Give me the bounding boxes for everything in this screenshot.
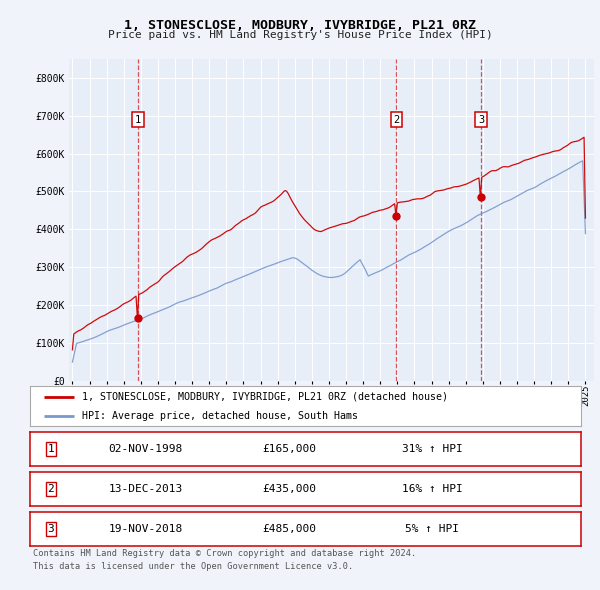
- Text: 31% ↑ HPI: 31% ↑ HPI: [402, 444, 463, 454]
- Text: 1, STONESCLOSE, MODBURY, IVYBRIDGE, PL21 0RZ (detached house): 1, STONESCLOSE, MODBURY, IVYBRIDGE, PL21…: [82, 392, 448, 402]
- Text: £435,000: £435,000: [262, 484, 316, 494]
- Text: 3: 3: [47, 525, 55, 534]
- Text: 16% ↑ HPI: 16% ↑ HPI: [402, 484, 463, 494]
- Text: Contains HM Land Registry data © Crown copyright and database right 2024.: Contains HM Land Registry data © Crown c…: [33, 549, 416, 558]
- Text: 19-NOV-2018: 19-NOV-2018: [109, 525, 183, 534]
- Text: 02-NOV-1998: 02-NOV-1998: [109, 444, 183, 454]
- Text: £485,000: £485,000: [262, 525, 316, 534]
- Text: 5% ↑ HPI: 5% ↑ HPI: [405, 525, 459, 534]
- Text: Price paid vs. HM Land Registry's House Price Index (HPI): Price paid vs. HM Land Registry's House …: [107, 30, 493, 40]
- Text: 1: 1: [135, 114, 141, 124]
- Text: This data is licensed under the Open Government Licence v3.0.: This data is licensed under the Open Gov…: [33, 562, 353, 571]
- Text: 1, STONESCLOSE, MODBURY, IVYBRIDGE, PL21 0RZ: 1, STONESCLOSE, MODBURY, IVYBRIDGE, PL21…: [124, 19, 476, 32]
- Text: £165,000: £165,000: [262, 444, 316, 454]
- Text: 3: 3: [478, 114, 484, 124]
- Text: HPI: Average price, detached house, South Hams: HPI: Average price, detached house, Sout…: [82, 411, 358, 421]
- Text: 13-DEC-2013: 13-DEC-2013: [109, 484, 183, 494]
- Text: 2: 2: [394, 114, 400, 124]
- Text: 2: 2: [47, 484, 55, 494]
- Text: 1: 1: [47, 444, 55, 454]
